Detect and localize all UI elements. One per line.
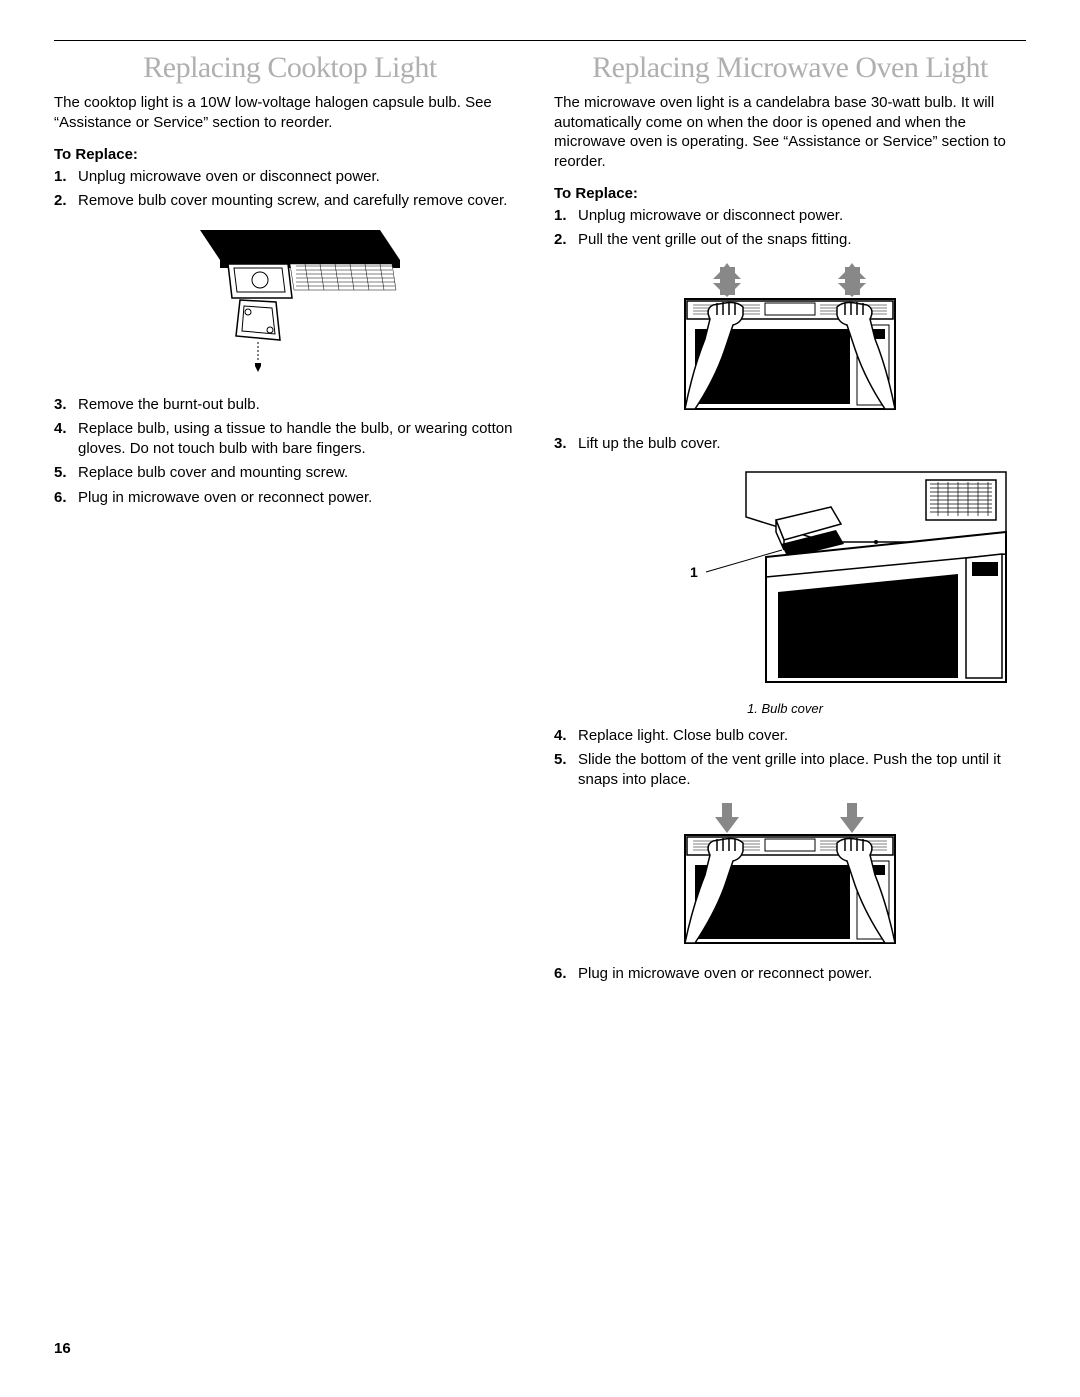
left-step-3: Remove the burnt-out bulb.	[54, 395, 526, 415]
page-number: 16	[54, 1340, 71, 1357]
right-step-1: Unplug microwave or disconnect power.	[554, 206, 1026, 226]
left-column: Replacing Cooktop Light The cooktop ligh…	[54, 51, 526, 988]
left-steps-cont: Remove the burnt-out bulb. Replace bulb,…	[54, 395, 526, 508]
right-step-4: Replace light. Close bulb cover.	[554, 726, 1026, 746]
right-column: Replacing Microwave Oven Light The micro…	[554, 51, 1026, 988]
bulb-cover-figure: 1 1. Bulb cover	[554, 462, 1026, 716]
callout-1: 1	[690, 564, 698, 580]
left-step-2: Remove bulb cover mounting screw, and ca…	[54, 191, 526, 211]
right-subhead: To Replace:	[554, 185, 1026, 202]
right-step-2: Pull the vent grille out of the snaps fi…	[554, 230, 1026, 250]
cooktop-light-figure	[54, 220, 526, 385]
right-step-3: Lift up the bulb cover.	[554, 434, 1026, 454]
right-step-6: Plug in microwave oven or reconnect powe…	[554, 964, 1026, 984]
right-intro: The microwave oven light is a candelabra…	[554, 93, 1026, 171]
left-step-1: Unplug microwave oven or disconnect powe…	[54, 167, 526, 187]
right-steps-c: Replace light. Close bulb cover. Slide t…	[554, 726, 1026, 791]
right-steps-b: Lift up the bulb cover.	[554, 434, 1026, 454]
left-title: Replacing Cooktop Light	[54, 51, 526, 85]
right-step-5: Slide the bottom of the vent grille into…	[554, 750, 1026, 791]
left-step-5: Replace bulb cover and mounting screw.	[54, 463, 526, 483]
left-steps: Unplug microwave oven or disconnect powe…	[54, 167, 526, 212]
bulb-cover-caption: 1. Bulb cover	[554, 701, 1016, 716]
right-title: Replacing Microwave Oven Light	[554, 51, 1026, 85]
left-subhead: To Replace:	[54, 146, 526, 163]
vent-grille-out-figure	[554, 259, 1026, 424]
right-steps-d: Plug in microwave oven or reconnect powe…	[554, 964, 1026, 984]
vent-grille-in-figure	[554, 799, 1026, 954]
left-step-4: Replace bulb, using a tissue to handle t…	[54, 419, 526, 460]
left-intro: The cooktop light is a 10W low-voltage h…	[54, 93, 526, 132]
left-step-6: Plug in microwave oven or reconnect powe…	[54, 488, 526, 508]
right-steps-a: Unplug microwave or disconnect power. Pu…	[554, 206, 1026, 251]
top-rule	[54, 40, 1026, 41]
